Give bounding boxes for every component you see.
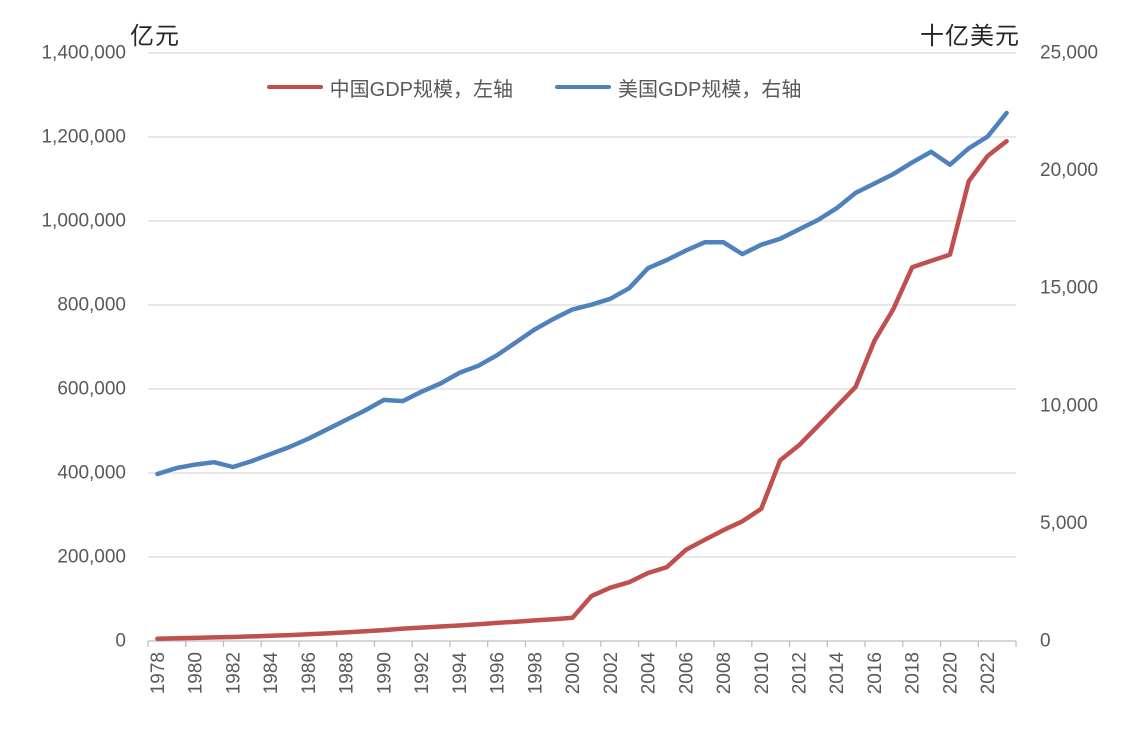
- x-axis-year-label: 1982: [223, 652, 244, 694]
- x-axis-year-label: 1990: [374, 652, 395, 694]
- right-axis-tick-label: 10,000: [1040, 395, 1098, 416]
- right-axis-tick-label: 20,000: [1040, 160, 1098, 181]
- left-axis-tick-label: 800,000: [57, 295, 126, 316]
- x-axis-year-label: 2004: [639, 652, 660, 695]
- left-axis-tick-label: 1,200,000: [41, 127, 126, 148]
- x-axis-year-label: 2020: [940, 652, 961, 694]
- x-axis-year-label: 2012: [790, 652, 811, 694]
- x-axis-year-label: 2016: [865, 652, 886, 694]
- legend: 中国GDP规模，左轴 美国GDP规模，右轴: [0, 73, 1068, 102]
- x-axis-year-label: 1996: [488, 652, 509, 694]
- x-axis-year-label: 1998: [525, 652, 546, 694]
- x-axis-year-label: 2018: [903, 652, 924, 694]
- x-axis-year-label: 2002: [601, 652, 622, 694]
- x-axis-year-label: 2010: [752, 652, 773, 694]
- usa-gdp-line: [155, 110, 1009, 477]
- right-axis-tick-label: 5,000: [1040, 513, 1088, 534]
- x-axis-year-label: 1984: [261, 652, 282, 695]
- china-line-swatch-icon: [266, 84, 323, 90]
- legend-label-china: 中国GDP规模，左轴: [329, 78, 513, 101]
- x-axis-year-label: 1978: [148, 652, 169, 694]
- right-axis-tick-label: 15,000: [1040, 278, 1098, 299]
- x-axis-year-label: 1992: [412, 652, 433, 694]
- china-gdp-line: [155, 138, 1009, 641]
- x-axis-year-label: 2008: [714, 652, 735, 694]
- right-axis-title: 十亿美元: [920, 24, 1020, 50]
- x-axis-year-label: 2022: [978, 652, 999, 694]
- x-axis-year-label: 1980: [186, 652, 207, 694]
- x-axis-year-label: 1994: [450, 652, 471, 695]
- x-axis-year-label: 1986: [299, 652, 320, 694]
- legend-entry-china: 中国GDP规模，左轴: [266, 73, 513, 102]
- left-axis-tick-label: 400,000: [57, 463, 126, 484]
- left-axis-tick-label: 1,400,000: [41, 43, 126, 64]
- left-axis-tick-label: 0: [115, 631, 126, 652]
- left-axis-tick-label: 200,000: [57, 547, 126, 568]
- x-axis-year-label: 2006: [676, 652, 697, 694]
- right-axis-tick-label: 0: [1040, 631, 1051, 652]
- x-axis-year-label: 1988: [337, 652, 358, 694]
- legend-entry-usa: 美国GDP规模，右轴: [555, 73, 801, 102]
- legend-label-usa: 美国GDP规模，右轴: [618, 78, 802, 101]
- x-axis-year-label: 2000: [563, 652, 584, 694]
- left-axis-title: 亿元: [130, 24, 180, 50]
- usa-line-swatch-icon: [555, 84, 611, 90]
- x-axis-year-label: 2014: [827, 652, 848, 695]
- left-axis-tick-label: 1,000,000: [41, 211, 126, 232]
- right-axis-tick-label: 25,000: [1040, 43, 1098, 64]
- left-axis-tick-label: 600,000: [57, 379, 126, 400]
